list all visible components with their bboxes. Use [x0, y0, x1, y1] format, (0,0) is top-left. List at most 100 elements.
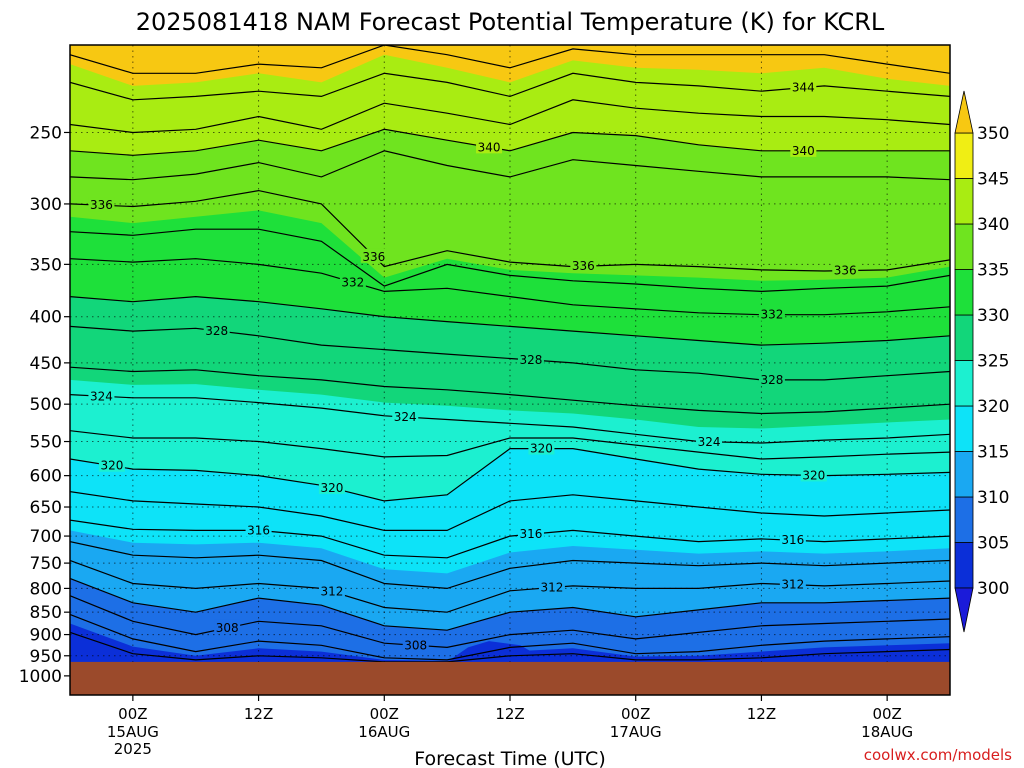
isentrope-316: [70, 519, 950, 559]
time-tick-label-1: 12Z: [244, 705, 273, 723]
pressure-tick-label-350: 350: [30, 255, 62, 275]
colorbar-swatch-305: [954, 496, 974, 543]
colorbar-swatch-315: [954, 405, 974, 452]
contour-label-324: 324: [698, 435, 721, 449]
pressure-tick-label-900: 900: [30, 626, 62, 646]
contour-label-bg-1: [476, 139, 503, 154]
contour-label-bg-9: [203, 322, 230, 337]
time-tick-label-2: 00Z: [370, 705, 399, 723]
colorbar-swatch-320: [954, 360, 974, 407]
isentrope-308: [70, 595, 950, 649]
pressure-tick-label-500: 500: [30, 395, 62, 415]
isentrope-338: [70, 150, 950, 181]
colorbar-legend: 300 305 310 315 320 325 330 335 340 345 350: [954, 90, 1009, 633]
colorbar-label-315: 315: [977, 443, 1009, 463]
contour-label-316: 316: [247, 523, 270, 537]
isentrope-312: [70, 559, 950, 613]
time-tick-label-0: 00Z: [118, 705, 147, 723]
contour-label-bg-26: [402, 637, 429, 652]
isentrope-328: [70, 325, 950, 381]
contour-label-bg-0: [790, 79, 817, 94]
colorbar-arrow-down-icon: [954, 587, 974, 633]
contour-label-308: 308: [216, 621, 239, 635]
isentrope-324: [70, 394, 950, 444]
contour-label-332: 332: [760, 308, 783, 322]
colorbar-arrow-up-icon: [954, 90, 974, 134]
pressure-tick-label-550: 550: [30, 433, 62, 453]
isentrope-320: [70, 448, 950, 502]
contour-label-336: 336: [90, 198, 113, 212]
contour-label-324: 324: [394, 410, 417, 424]
colorbar-swatch-310: [954, 451, 974, 498]
contour-label-bg-22: [318, 583, 345, 598]
contour-label-bg-8: [758, 306, 785, 321]
contour-label-324: 324: [90, 389, 113, 403]
contour-label-320: 320: [320, 481, 343, 495]
colorbar-label-325: 325: [977, 352, 1009, 372]
time-tick-date-6-0: 18AUG: [861, 723, 913, 741]
contour-label-320: 320: [802, 468, 825, 482]
isentrope-342: [70, 99, 950, 134]
contour-label-312: 312: [320, 585, 343, 599]
colorbar-label-305: 305: [977, 534, 1009, 554]
colorbar-swatch-345: [954, 132, 974, 179]
pressure-tick-label-400: 400: [30, 308, 62, 328]
contour-label-bg-12: [88, 388, 115, 403]
contour-label-bg-4: [360, 248, 387, 263]
contour-label-bg-21: [779, 532, 806, 547]
contour-label-332: 332: [341, 275, 364, 289]
colorbar-label-340: 340: [977, 215, 1009, 235]
credit-link[interactable]: coolwx.com/models: [864, 746, 1012, 764]
colorbar-swatch-300: [954, 542, 974, 589]
colorbar-label-310: 310: [977, 488, 1009, 508]
time-tick-date-0-1: 2025: [114, 740, 152, 758]
contour-label-320: 320: [530, 442, 553, 456]
isentrope-330: [70, 295, 950, 346]
chart-title: 2025081418 NAM Forecast Potential Temper…: [136, 8, 885, 36]
contour-label-bg-14: [696, 433, 723, 448]
isentrope-332: [70, 258, 950, 316]
pressure-tick-label-300: 300: [30, 195, 62, 215]
pressure-tick-label-600: 600: [30, 467, 62, 487]
isentrope-322: [70, 430, 950, 460]
pressure-tick-label-750: 750: [30, 554, 62, 574]
time-tick-label-3: 12Z: [495, 705, 524, 723]
pressure-tick-label-800: 800: [30, 579, 62, 599]
contour-label-340: 340: [478, 140, 501, 154]
pressure-tick-label-700: 700: [30, 527, 62, 547]
contour-label-bg-23: [538, 579, 565, 594]
time-tick-date-2-0: 16AUG: [358, 723, 410, 741]
colorbar-swatch-330: [954, 269, 974, 316]
contour-label-layer: 344 340 340 336 336 336 336 332 332 328 328 328 324 3…: [88, 79, 859, 652]
x-axis-label: Forecast Time (UTC): [414, 748, 605, 768]
contour-label-bg-13: [392, 409, 419, 424]
contour-label-bg-10: [517, 351, 544, 366]
contour-label-bg-17: [528, 440, 555, 455]
contour-label-bg-16: [318, 479, 345, 494]
colorbar-swatch-325: [954, 314, 974, 361]
contour-label-bg-19: [245, 522, 272, 537]
contour-label-340: 340: [792, 144, 815, 158]
isentrope-346: [70, 45, 950, 74]
contour-label-344: 344: [792, 81, 815, 95]
contour-label-316: 316: [781, 533, 804, 547]
contour-label-308: 308: [404, 638, 427, 652]
colorbar-label-335: 335: [977, 261, 1009, 281]
pressure-tick-label-250: 250: [30, 123, 62, 143]
contour-label-bg-7: [339, 274, 366, 289]
contour-label-312: 312: [540, 581, 563, 595]
colorbar-swatch-335: [954, 223, 974, 270]
ground-surface: [70, 661, 950, 695]
contour-label-328: 328: [519, 353, 542, 367]
colorbar-label-350: 350: [977, 124, 1009, 144]
time-tick-label-6: 00Z: [872, 705, 901, 723]
pressure-tick-label-650: 650: [30, 498, 62, 518]
time-tick-date-4-0: 17AUG: [610, 723, 662, 741]
time-tick-date-0-0: 15AUG: [107, 723, 159, 741]
time-tick-label-4: 00Z: [621, 705, 650, 723]
time-tick-label-5: 12Z: [747, 705, 776, 723]
isentrope-318: [70, 491, 950, 531]
contour-label-328: 328: [205, 324, 228, 338]
isentrope-306: [70, 613, 950, 661]
